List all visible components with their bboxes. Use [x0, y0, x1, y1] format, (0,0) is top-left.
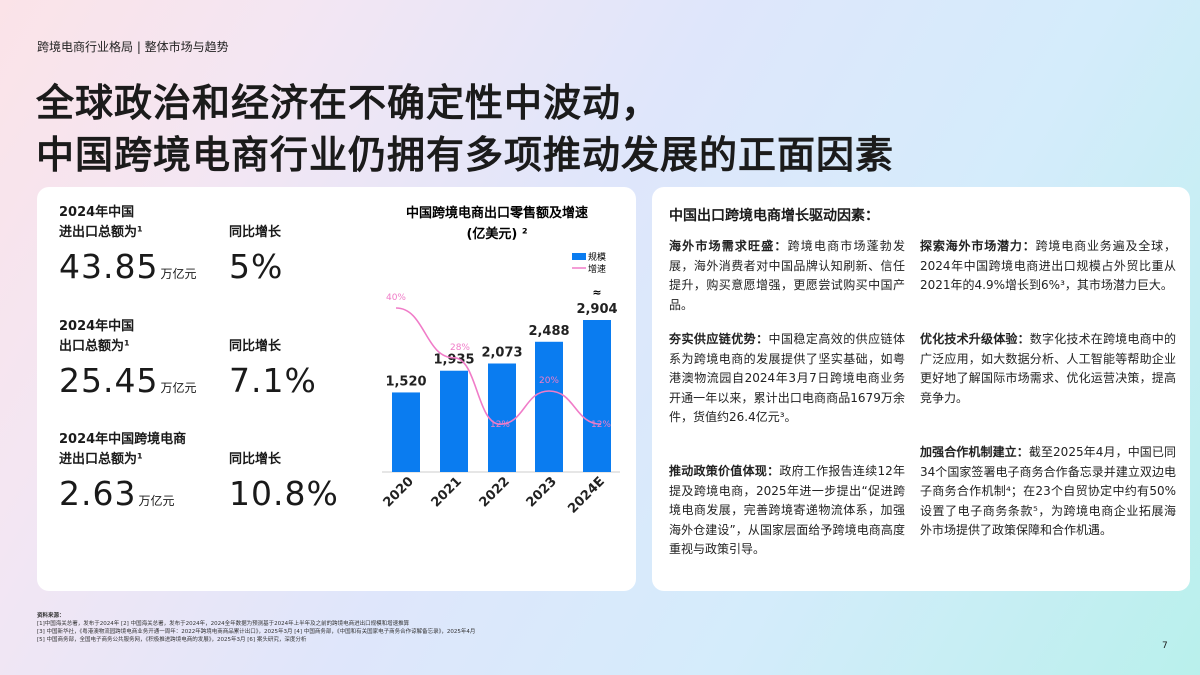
- stat-label: 进出口总额为¹: [59, 225, 143, 240]
- growth-value: 10.8%: [229, 474, 339, 513]
- bar-value-label: 1,935: [433, 353, 474, 368]
- bar: [440, 370, 468, 472]
- growth-line: [395, 307, 602, 426]
- growth-label: 同比增长: [229, 339, 282, 354]
- growth-block: 同比增长 7.1%: [229, 337, 317, 400]
- bar: [535, 341, 563, 472]
- legend-line-label: 增速: [588, 263, 606, 275]
- growth-label: 12%: [490, 420, 510, 430]
- driver-text: 中国稳定高效的供应链体系为跨境电商的发展提供了坚实基础，如粤港澳物流园自2024…: [669, 332, 905, 424]
- page-title-line2: 中国跨境电商行业仍拥有多项推动发展的正面因素: [36, 133, 895, 177]
- stat-unit: 万亿元: [160, 381, 197, 395]
- stat-label: 进出口总额为¹: [59, 452, 143, 467]
- driver-heading: 加强合作机制建立：: [920, 445, 1029, 459]
- footnote: [1]中国海关总署，发布于2024年 [2] 中国海关总署，发布于2024年，2…: [37, 621, 410, 627]
- page-number: 7: [1162, 641, 1168, 651]
- stat-unit: 万亿元: [138, 494, 175, 508]
- approx-annotation: ≈: [592, 286, 601, 299]
- page-title-line1: 全球政治和经济在不确定性中波动，: [36, 81, 661, 125]
- x-tick-label: 2020: [381, 474, 417, 510]
- footnote: [3] 中国新华社，《粤港澳物流园跨境电商业务开通一周年：2022年跨境电商商品…: [37, 629, 476, 635]
- stat-label: 2024年中国: [59, 205, 135, 220]
- growth-label: 20%: [539, 376, 559, 386]
- driver-item: 优化技术升级体验：数字化技术在跨境电商中的广泛应用，如大数据分析、人工智能等帮助…: [920, 330, 1176, 408]
- bar-value-label: 2,073: [481, 345, 522, 360]
- stat-block: 2024年中国 出口总额为¹ 25.45 万亿元: [59, 317, 197, 400]
- growth-block: 同比增长 5%: [229, 223, 283, 286]
- bar: [583, 320, 611, 472]
- stat-block: 2024年中国 进出口总额为¹ 43.85 万亿元: [59, 203, 197, 286]
- footnote: [5] 中国商务部，全国电子商务公共服务网，《积极推进跨境电商的发展》，2025…: [37, 637, 307, 643]
- driver-item: 加强合作机制建立：截至2025年4月，中国已同34个国家签署电子商务合作备忘录并…: [920, 443, 1176, 541]
- growth-label: 12%: [591, 420, 611, 430]
- footnotes: 资料来源： [1]中国海关总署，发布于2024年 [2] 中国海关总署，发布于2…: [37, 612, 475, 644]
- driver-item: 推动政策价值体现：政府工作报告连续12年提及跨境电商，2025年进一步提出“促进…: [669, 462, 905, 560]
- driver-heading: 海外市场需求旺盛：: [669, 239, 788, 253]
- footnote: 资料来源：: [37, 613, 65, 619]
- x-tick-label: 2021: [429, 474, 465, 510]
- driver-text: 截至2025年4月，中国已同34个国家签署电子商务合作备忘录并建立双边电子商务合…: [920, 445, 1176, 537]
- growth-block: 同比增长 10.8%: [229, 450, 339, 513]
- growth-label: 40%: [386, 293, 406, 303]
- x-tick-label: 2024E: [565, 474, 607, 516]
- driver-heading: 推动政策价值体现：: [669, 464, 780, 478]
- driver-text: 跨境电商市场蓬勃发展，海外消费者对中国品牌认知刷新、信任提升，购买意愿增强，更愿…: [669, 239, 905, 312]
- driver-text: 跨境电商业务遍及全球，2024年中国跨境电商进出口规模占外贸比重从2021年的4…: [920, 239, 1176, 292]
- chart-subtitle: (亿美元) ²: [466, 226, 527, 242]
- growth-value: 5%: [229, 247, 284, 286]
- stat-value: 43.85: [59, 247, 159, 286]
- driver-heading: 优化技术升级体验：: [920, 332, 1030, 346]
- driver-item: 海外市场需求旺盛：跨境电商市场蓬勃发展，海外消费者对中国品牌认知刷新、信任提升，…: [669, 237, 905, 315]
- stat-value: 2.63: [59, 474, 137, 513]
- stat-value: 25.45: [59, 361, 159, 400]
- drivers-title: 中国出口跨境电商增长驱动因素：: [669, 208, 879, 224]
- growth-label: 28%: [450, 343, 470, 353]
- driver-item: 探索海外市场潜力：跨境电商业务遍及全球，2024年中国跨境电商进出口规模占外贸比…: [920, 237, 1176, 296]
- driver-text: 政府工作报告连续12年提及跨境电商，2025年进一步提出“促进跨境电商发展，完善…: [669, 464, 905, 556]
- bar: [392, 392, 420, 472]
- x-tick-label: 2022: [477, 474, 513, 510]
- bar-value-label: 1,520: [385, 374, 426, 389]
- legend-bar-label: 规模: [588, 252, 606, 263]
- driver-item: 夯实供应链优势：中国稳定高效的供应链体系为跨境电商的发展提供了坚实基础，如粤港澳…: [669, 330, 905, 428]
- drivers-card: [652, 187, 1190, 591]
- growth-label: 同比增长: [229, 452, 282, 467]
- growth-label: 同比增长: [229, 225, 282, 240]
- stat-label: 2024年中国跨境电商: [59, 432, 187, 447]
- driver-heading: 夯实供应链优势：: [669, 332, 769, 346]
- legend-bar-swatch: [572, 253, 586, 260]
- stat-label: 出口总额为¹: [59, 339, 130, 354]
- chart-title: 中国跨境电商出口零售额及增速: [406, 205, 588, 221]
- breadcrumb: 跨境电商行业格局 | 整体市场与趋势: [37, 40, 229, 54]
- bar: [488, 363, 516, 472]
- x-tick-label: 2023: [524, 474, 560, 510]
- stat-label: 2024年中国: [59, 319, 135, 334]
- bar-value-label: 2,488: [528, 324, 569, 339]
- driver-text: 数字化技术在跨境电商中的广泛应用，如大数据分析、人工智能等帮助企业更好地了解国际…: [920, 332, 1176, 405]
- driver-heading: 探索海外市场潜力：: [920, 239, 1036, 253]
- stat-unit: 万亿元: [160, 267, 197, 281]
- growth-value: 7.1%: [229, 361, 317, 400]
- bar-value-label: 2,904: [576, 302, 617, 317]
- stat-block: 2024年中国跨境电商 进出口总额为¹ 2.63 万亿元: [59, 430, 186, 513]
